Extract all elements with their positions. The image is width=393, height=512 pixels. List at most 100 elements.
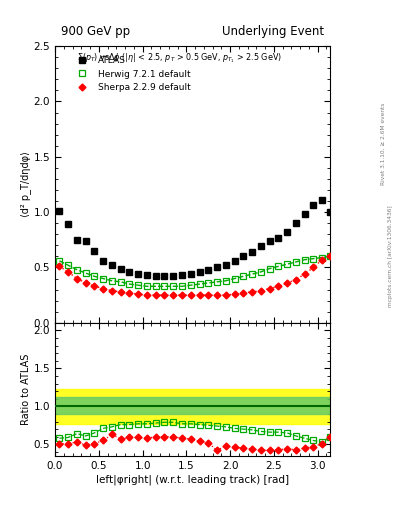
Herwig 7.2.1 default bbox=[145, 283, 149, 289]
Herwig 7.2.1 default bbox=[267, 266, 272, 272]
ATLAS bbox=[83, 238, 88, 244]
ATLAS bbox=[92, 248, 97, 254]
ATLAS bbox=[250, 249, 254, 255]
Sherpa 2.2.9 default bbox=[188, 292, 193, 298]
Herwig 7.2.1 default bbox=[188, 282, 193, 288]
Sherpa 2.2.9 default bbox=[320, 257, 325, 263]
Herwig 7.2.1 default bbox=[118, 279, 123, 285]
ATLAS bbox=[118, 266, 123, 272]
Sherpa 2.2.9 default bbox=[92, 283, 97, 289]
Sherpa 2.2.9 default bbox=[285, 280, 289, 286]
Sherpa 2.2.9 default bbox=[162, 292, 167, 298]
Herwig 7.2.1 default bbox=[285, 261, 289, 267]
Sherpa 2.2.9 default bbox=[250, 289, 254, 295]
Sherpa 2.2.9 default bbox=[83, 280, 88, 286]
Herwig 7.2.1 default bbox=[215, 279, 219, 285]
Line: Sherpa 2.2.9 default: Sherpa 2.2.9 default bbox=[57, 254, 332, 297]
Herwig 7.2.1 default bbox=[171, 283, 176, 289]
Line: ATLAS: ATLAS bbox=[56, 197, 333, 280]
Herwig 7.2.1 default bbox=[294, 259, 298, 265]
ATLAS bbox=[267, 238, 272, 244]
Sherpa 2.2.9 default bbox=[302, 271, 307, 277]
Line: Herwig 7.2.1 default: Herwig 7.2.1 default bbox=[57, 253, 333, 289]
X-axis label: left|φright| (w.r.t. leading track) [rad]: left|φright| (w.r.t. leading track) [rad… bbox=[96, 475, 289, 485]
Herwig 7.2.1 default bbox=[110, 278, 114, 284]
Sherpa 2.2.9 default bbox=[267, 286, 272, 292]
Herwig 7.2.1 default bbox=[276, 263, 281, 269]
Herwig 7.2.1 default bbox=[75, 267, 79, 273]
ATLAS bbox=[232, 258, 237, 264]
ATLAS bbox=[162, 273, 167, 280]
ATLAS bbox=[153, 273, 158, 280]
ATLAS bbox=[171, 273, 176, 280]
ATLAS bbox=[241, 253, 246, 260]
Sherpa 2.2.9 default bbox=[294, 276, 298, 283]
ATLAS bbox=[180, 272, 184, 279]
ATLAS bbox=[206, 267, 211, 273]
Sherpa 2.2.9 default bbox=[259, 288, 263, 294]
ATLAS bbox=[197, 269, 202, 275]
ATLAS bbox=[110, 262, 114, 268]
Sherpa 2.2.9 default bbox=[66, 269, 70, 275]
Sherpa 2.2.9 default bbox=[171, 292, 176, 298]
Herwig 7.2.1 default bbox=[232, 275, 237, 282]
Text: $\Sigma(p_T)$ vs$\Delta\phi$ ($|\eta|$ < 2.5, $p_T$ > 0.5 GeV, $p_{T_1}$ > 2.5 G: $\Sigma(p_T)$ vs$\Delta\phi$ ($|\eta|$ <… bbox=[77, 52, 282, 65]
ATLAS bbox=[188, 271, 193, 277]
Herwig 7.2.1 default bbox=[197, 281, 202, 287]
Herwig 7.2.1 default bbox=[206, 280, 211, 286]
ATLAS bbox=[320, 197, 325, 203]
Sherpa 2.2.9 default bbox=[311, 264, 316, 270]
ATLAS bbox=[75, 237, 79, 243]
Sherpa 2.2.9 default bbox=[215, 292, 219, 298]
Herwig 7.2.1 default bbox=[180, 283, 184, 289]
Sherpa 2.2.9 default bbox=[118, 289, 123, 295]
ATLAS bbox=[285, 229, 289, 235]
ATLAS bbox=[328, 209, 332, 215]
Herwig 7.2.1 default bbox=[136, 282, 141, 288]
ATLAS bbox=[302, 211, 307, 218]
Sherpa 2.2.9 default bbox=[145, 292, 149, 298]
Text: 900 GeV pp: 900 GeV pp bbox=[61, 25, 130, 38]
Sherpa 2.2.9 default bbox=[180, 292, 184, 298]
ATLAS bbox=[136, 271, 141, 277]
ATLAS bbox=[127, 269, 132, 275]
Sherpa 2.2.9 default bbox=[223, 292, 228, 298]
Sherpa 2.2.9 default bbox=[276, 283, 281, 289]
Herwig 7.2.1 default bbox=[92, 273, 97, 280]
ATLAS bbox=[311, 202, 316, 208]
ATLAS bbox=[223, 262, 228, 268]
ATLAS bbox=[101, 258, 106, 264]
Sherpa 2.2.9 default bbox=[110, 288, 114, 294]
Herwig 7.2.1 default bbox=[57, 258, 62, 264]
Sherpa 2.2.9 default bbox=[153, 292, 158, 298]
Herwig 7.2.1 default bbox=[83, 270, 88, 276]
Herwig 7.2.1 default bbox=[66, 262, 70, 268]
Herwig 7.2.1 default bbox=[127, 281, 132, 287]
ATLAS bbox=[276, 234, 281, 241]
Sherpa 2.2.9 default bbox=[232, 291, 237, 297]
Sherpa 2.2.9 default bbox=[127, 290, 132, 296]
Sherpa 2.2.9 default bbox=[328, 253, 332, 260]
Herwig 7.2.1 default bbox=[320, 254, 325, 261]
Sherpa 2.2.9 default bbox=[75, 275, 79, 282]
Herwig 7.2.1 default bbox=[153, 283, 158, 289]
Sherpa 2.2.9 default bbox=[241, 290, 246, 296]
ATLAS bbox=[294, 220, 298, 226]
Herwig 7.2.1 default bbox=[311, 255, 316, 262]
Sherpa 2.2.9 default bbox=[101, 286, 106, 292]
Herwig 7.2.1 default bbox=[328, 253, 332, 260]
Text: mcplots.cern.ch [arXiv:1306.3436]: mcplots.cern.ch [arXiv:1306.3436] bbox=[388, 205, 393, 307]
Herwig 7.2.1 default bbox=[250, 271, 254, 277]
Herwig 7.2.1 default bbox=[259, 269, 263, 275]
ATLAS bbox=[215, 264, 219, 270]
ATLAS bbox=[57, 208, 62, 214]
ATLAS bbox=[259, 243, 263, 249]
Herwig 7.2.1 default bbox=[162, 283, 167, 289]
Herwig 7.2.1 default bbox=[101, 275, 106, 282]
ATLAS bbox=[145, 272, 149, 279]
Herwig 7.2.1 default bbox=[223, 278, 228, 284]
Herwig 7.2.1 default bbox=[241, 273, 246, 280]
Sherpa 2.2.9 default bbox=[197, 292, 202, 298]
Text: Underlying Event: Underlying Event bbox=[222, 25, 325, 38]
Y-axis label: ⟨d² p_T/dηdφ⟩: ⟨d² p_T/dηdφ⟩ bbox=[20, 152, 31, 218]
